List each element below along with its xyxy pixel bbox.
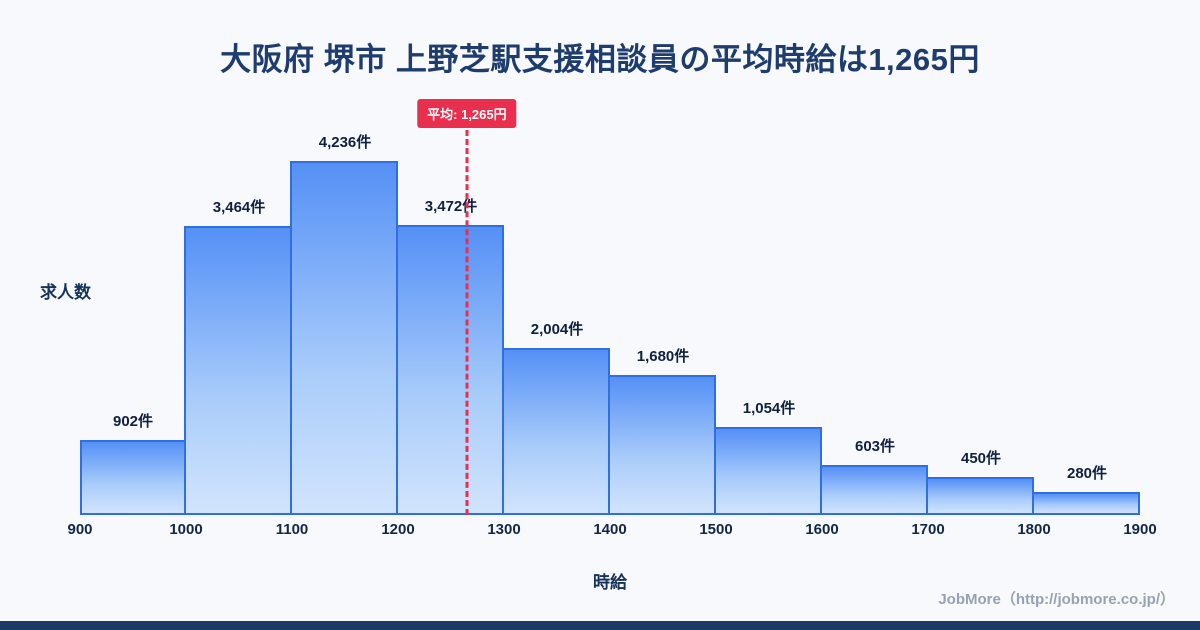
x-tick-label: 1800 [1017, 521, 1051, 538]
average-badge: 平均: 1,265円 [417, 99, 517, 128]
x-tick-label: 1900 [1123, 521, 1157, 538]
histogram-bar [1032, 491, 1140, 515]
x-tick-label: 1700 [911, 521, 945, 538]
footer-credit: JobMore（http://jobmore.co.jp/） [938, 591, 1175, 608]
histogram-bar [184, 225, 292, 515]
x-tick-label: 1500 [699, 521, 733, 538]
x-tick-label: 1000 [169, 521, 203, 538]
bar-value-label: 4,236件 [318, 134, 372, 151]
x-tick-label: 1600 [805, 521, 839, 538]
histogram-bar [820, 464, 928, 515]
chart-title: 大阪府 堺市 上野芝駅支援相談員の平均時給は1,265円 [220, 42, 980, 77]
bar-value-label: 902件 [112, 412, 154, 430]
x-tick-label: 900 [67, 521, 93, 538]
bar-value-label: 1,680件 [636, 347, 690, 365]
histogram-bar [608, 374, 716, 515]
histogram-bar [290, 161, 398, 515]
x-axis-ticks: 900 1000 1100 1200 1300 1400 1500 1600 1700 1800 1… [67, 521, 1156, 543]
x-tick-label: 1400 [593, 521, 627, 538]
bar-value-label: 280件 [1066, 464, 1108, 482]
histogram-bar [396, 224, 504, 515]
bar-value-label: 450件 [960, 450, 1002, 468]
x-axis-label: 時給 [593, 573, 627, 592]
y-axis-label: 求人数 [40, 283, 91, 302]
histogram-bar [502, 347, 610, 515]
bar-value-label: 3,472件 [424, 197, 478, 215]
plot-area: 平均: 1,265円 902件 3,464件 4,236件 3,472件 2,004件 1… [80, 99, 1140, 515]
histogram-bar [80, 439, 186, 515]
average-line [465, 130, 469, 515]
histogram-bar [926, 477, 1034, 515]
bottom-accent-bar [0, 621, 1200, 630]
bar-value-label: 1,054件 [742, 399, 796, 417]
x-tick-label: 1100 [275, 521, 309, 538]
x-tick-label: 1300 [487, 521, 521, 538]
bar-value-label: 2,004件 [530, 320, 584, 338]
x-tick-label: 1200 [381, 521, 415, 538]
histogram-bar [714, 426, 822, 515]
bar-value-label: 3,464件 [212, 198, 266, 216]
bar-value-label: 603件 [854, 437, 896, 455]
